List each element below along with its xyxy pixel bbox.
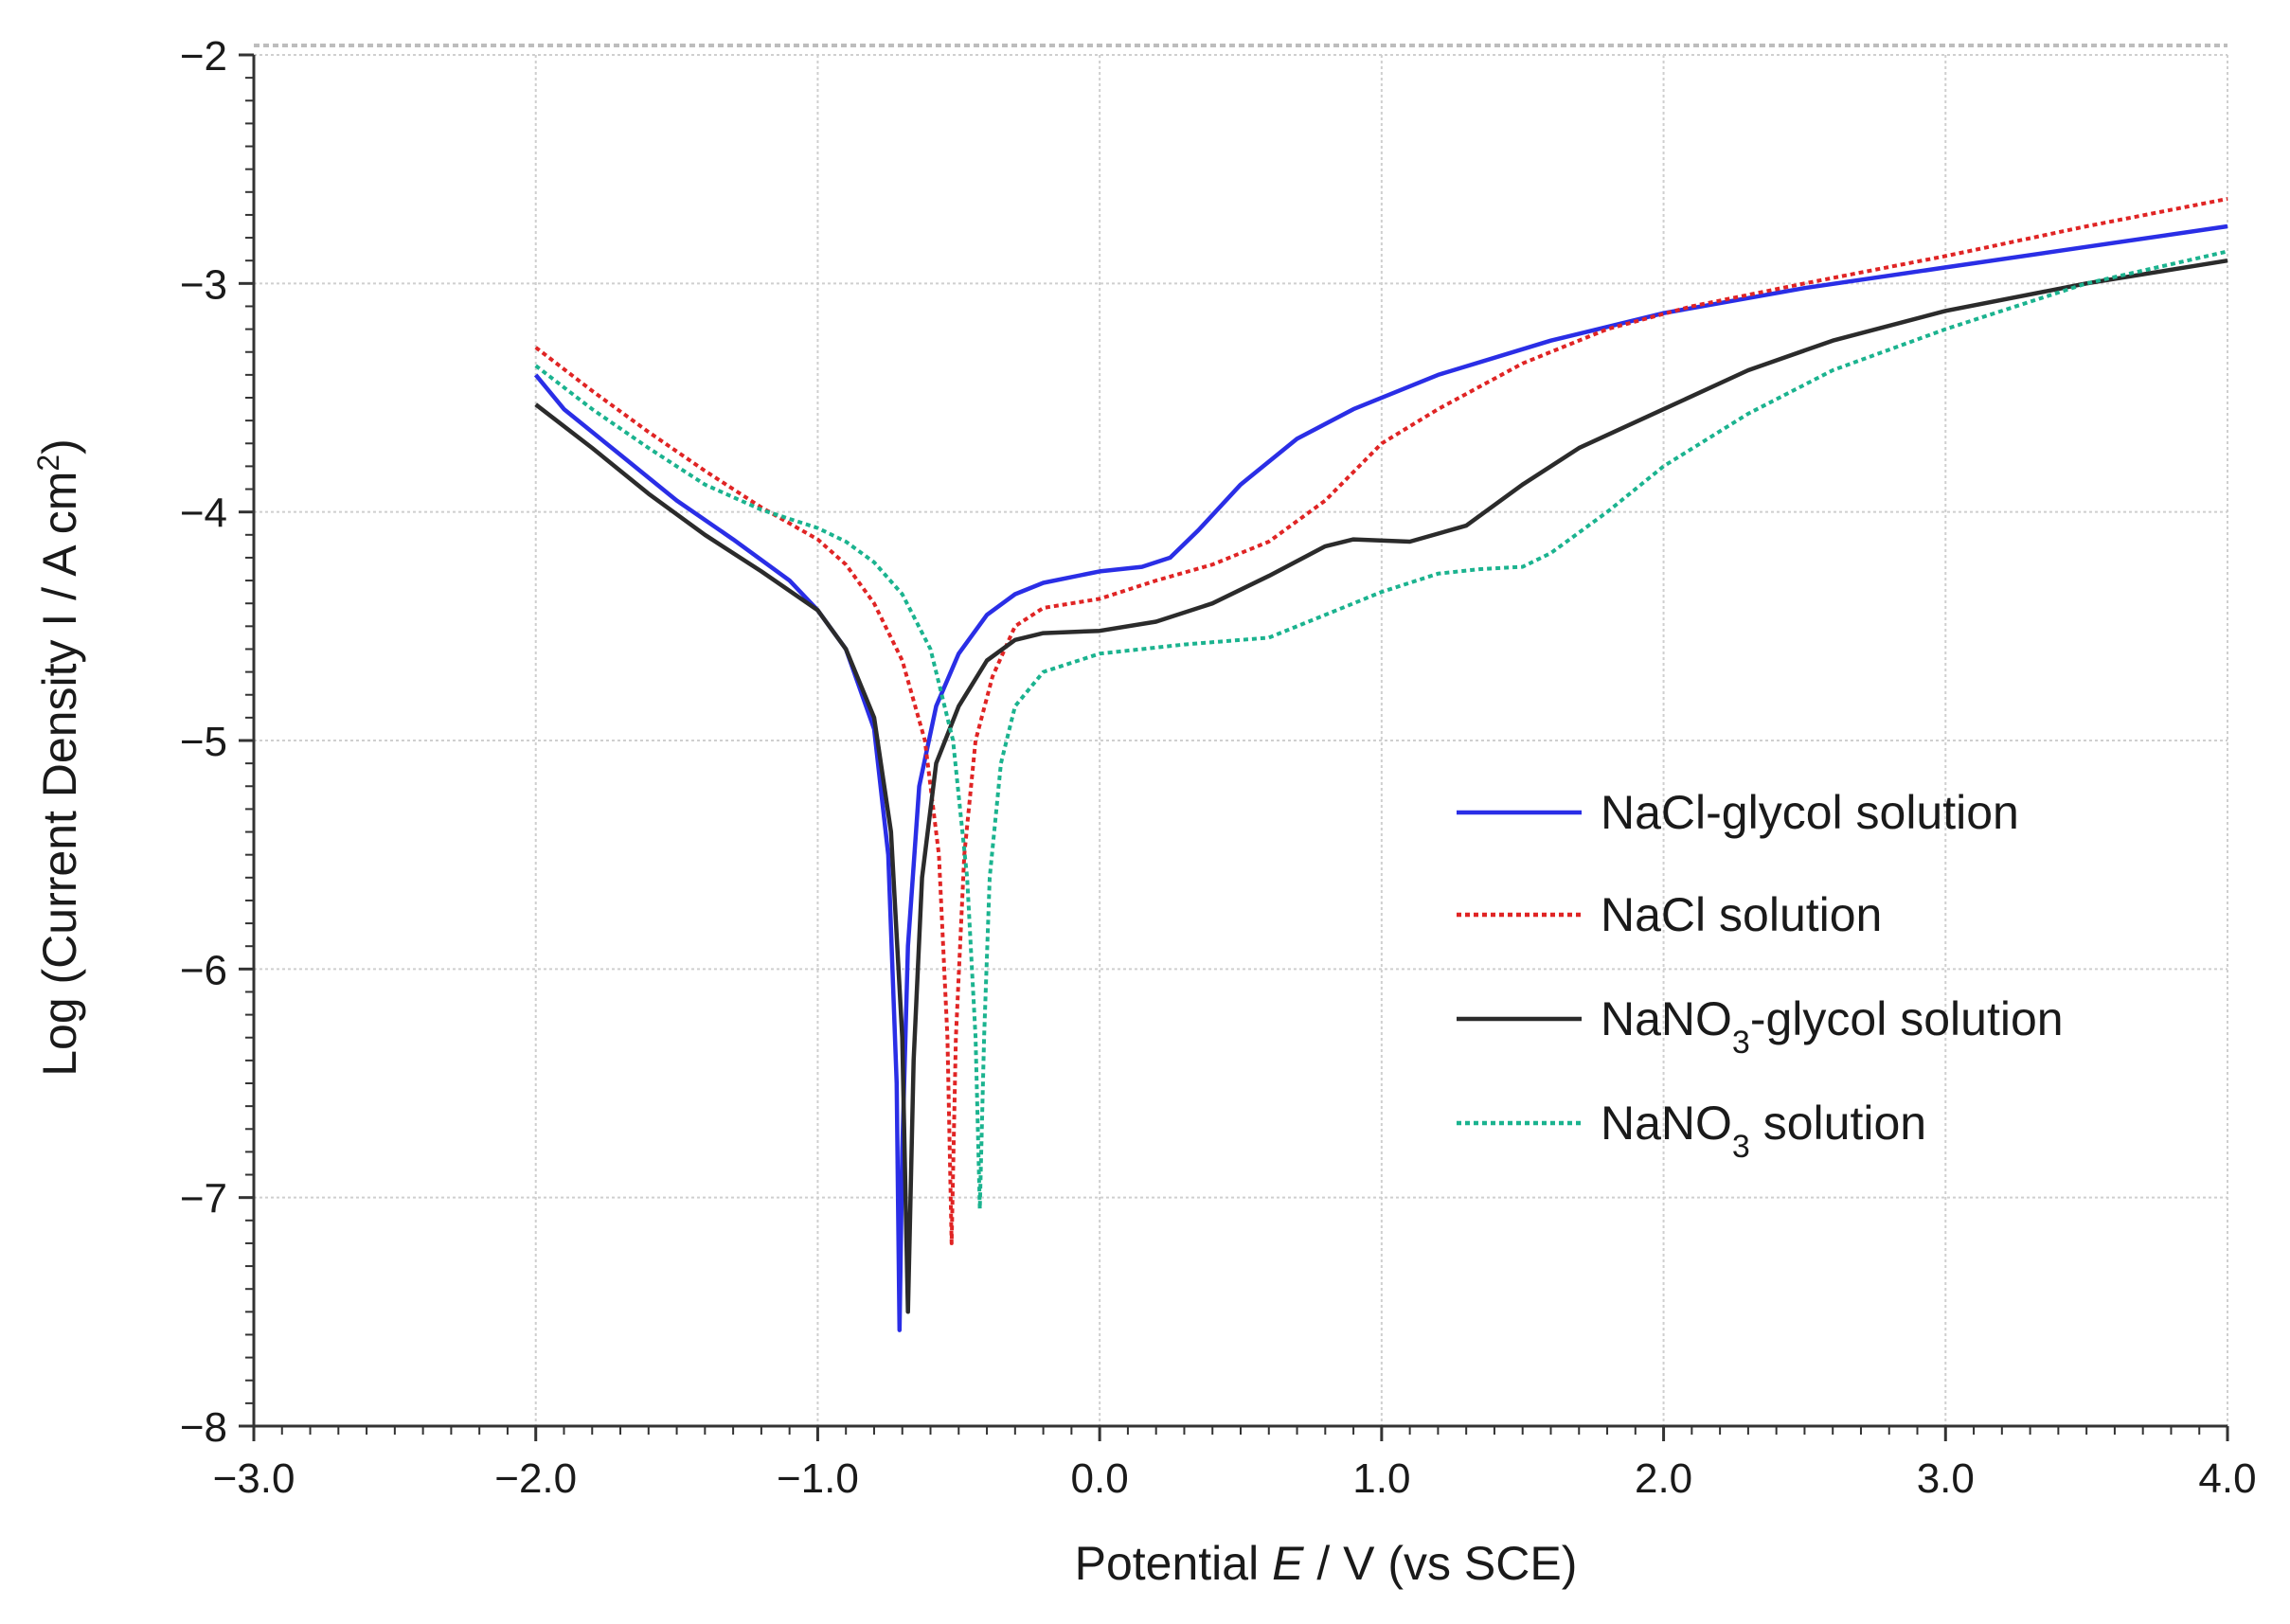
y-tick-label: −5	[180, 719, 227, 765]
data-series	[533, 197, 2228, 1332]
x-tick-label: −2.0	[494, 1455, 577, 1502]
x-tick-label: 1.0	[1352, 1455, 1410, 1502]
series-line-2	[534, 197, 2228, 1245]
legend-label-1: NaCl-glycol solution	[1601, 786, 2019, 839]
series-line-1	[533, 223, 2228, 1332]
axes: −3.0 −2.0 −1.0 0.0 1.0 2.0 3.0 4.0 −8 −7 −6 −5 −4 −3 −…	[180, 33, 2257, 1502]
legend-label-2: NaCl solution	[1601, 888, 1882, 941]
y-tick-label: −2	[180, 33, 227, 80]
x-tick-label: 4.0	[2198, 1455, 2256, 1502]
x-axis-title: Potential E / V (vs SCE)	[1075, 1537, 1578, 1590]
y-tick-label: −6	[180, 947, 227, 993]
x-tick-label: 2.0	[1635, 1455, 1692, 1502]
x-tick-label: −1.0	[777, 1455, 859, 1502]
y-tick-label: −3	[180, 261, 227, 308]
y-axis-title: Log (Current Density I / A cm2)	[31, 438, 86, 1077]
legend-label-3: NaNO3-glycol solution	[1601, 992, 2064, 1061]
x-tick-label: 0.0	[1071, 1455, 1129, 1502]
y-tick-label: −8	[180, 1404, 227, 1451]
series-line-3	[534, 258, 2228, 1314]
legend-label-4: NaNO3 solution	[1601, 1097, 1926, 1165]
x-tick-label: −3.0	[213, 1455, 295, 1502]
x-tick-label: 3.0	[1917, 1455, 1975, 1502]
legend: NaCl-glycol solution NaCl solution NaNO3-g…	[1457, 786, 2064, 1165]
y-tick-label: −4	[180, 491, 227, 537]
y-tick-label: −7	[180, 1176, 227, 1222]
